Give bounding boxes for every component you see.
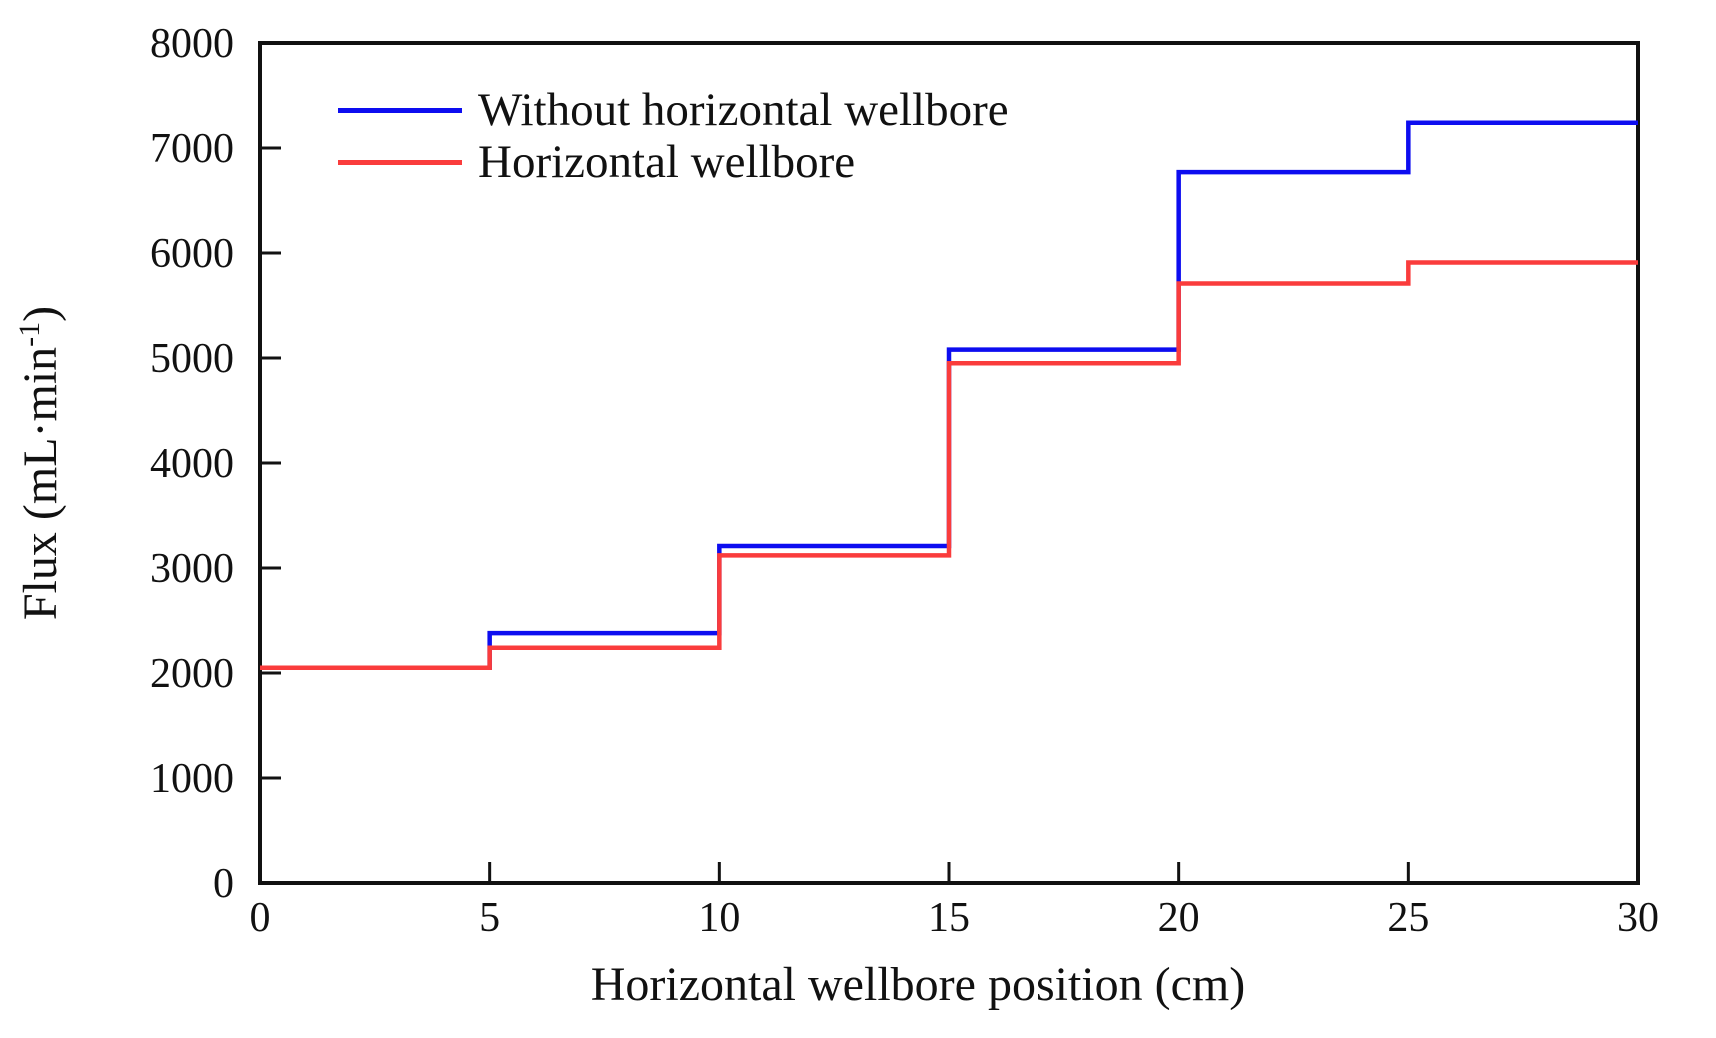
y-axis-title-close: ) bbox=[14, 306, 67, 322]
y-tick-label: 3000 bbox=[150, 546, 234, 592]
y-tick-label: 1000 bbox=[150, 756, 234, 802]
y-tick-label: 2000 bbox=[150, 651, 234, 697]
x-tick-label: 20 bbox=[1158, 895, 1200, 941]
legend-label-without-horizontal-wellbore: Without horizontal wellbore bbox=[478, 83, 1009, 136]
legend-label-horizontal-wellbore: Horizontal wellbore bbox=[478, 135, 856, 188]
x-tick-label: 25 bbox=[1387, 895, 1429, 941]
legend-item-horizontal-wellbore: Horizontal wellbore bbox=[338, 136, 1009, 188]
x-tick-label: 30 bbox=[1617, 895, 1659, 941]
x-tick-label: 15 bbox=[928, 895, 970, 941]
y-tick-label: 8000 bbox=[150, 21, 234, 67]
x-tick-label: 5 bbox=[479, 895, 500, 941]
y-tick-label: 0 bbox=[213, 861, 234, 907]
x-tick-label: 0 bbox=[250, 895, 271, 941]
x-axis-title: Horizontal wellbore position (cm) bbox=[591, 958, 1246, 1011]
y-axis-title-base: Flux (mL·min bbox=[14, 347, 67, 620]
legend-item-without-horizontal-wellbore: Without horizontal wellbore bbox=[338, 84, 1009, 136]
y-axis-title-superscript: -1 bbox=[13, 322, 46, 347]
x-tick-label: 10 bbox=[698, 895, 740, 941]
y-tick-label: 5000 bbox=[150, 336, 234, 382]
legend-line-sample-red bbox=[338, 159, 462, 165]
legend: Without horizontal wellbore Horizontal w… bbox=[338, 84, 1009, 188]
y-tick-label: 4000 bbox=[150, 441, 234, 487]
legend-line-sample-blue bbox=[338, 107, 462, 113]
y-axis-title: Flux (mL·min-1) bbox=[13, 306, 67, 620]
plot-border bbox=[258, 41, 1640, 885]
y-tick-label: 7000 bbox=[150, 126, 234, 172]
series-line-horizontal-wellbore bbox=[260, 260, 1638, 670]
y-tick-label: 6000 bbox=[150, 231, 234, 277]
